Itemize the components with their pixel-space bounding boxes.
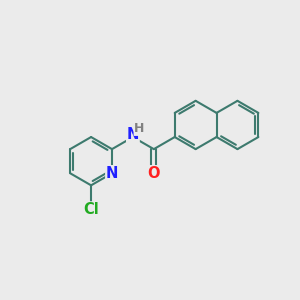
Text: N: N (106, 166, 118, 181)
Text: O: O (148, 166, 160, 181)
Text: H: H (134, 122, 145, 135)
Text: Cl: Cl (83, 202, 99, 217)
Text: N: N (127, 127, 139, 142)
